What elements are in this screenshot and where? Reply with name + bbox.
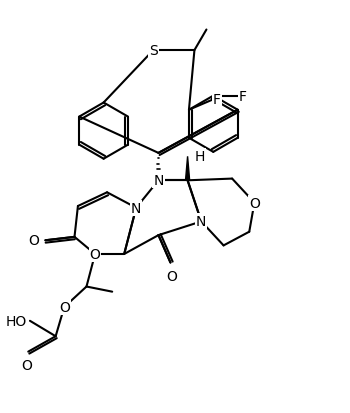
Text: N: N [196,215,206,229]
Polygon shape [186,157,190,181]
Text: N: N [131,201,141,215]
Text: H: H [195,150,205,164]
Text: O: O [59,300,70,314]
Text: O: O [28,234,39,248]
Text: O: O [249,196,260,210]
Text: N: N [153,174,164,188]
Text: O: O [167,269,177,283]
Text: F: F [213,93,221,107]
Text: HO: HO [5,314,27,328]
Text: O: O [90,247,100,261]
Text: S: S [149,44,158,58]
Text: F: F [239,90,247,103]
Text: O: O [21,358,32,372]
